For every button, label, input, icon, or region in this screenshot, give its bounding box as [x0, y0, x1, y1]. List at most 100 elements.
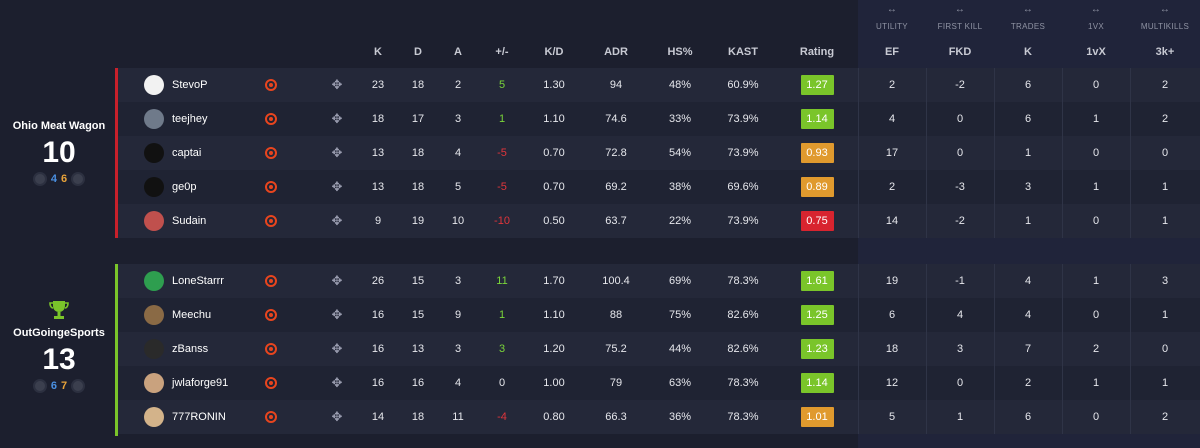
rating-badge: 1.27 — [800, 75, 834, 95]
column-header-deaths[interactable]: D — [414, 46, 422, 58]
crosshair-icon[interactable]: ✥ — [331, 213, 343, 228]
group-header-trades[interactable]: ↔ TRADES — [994, 0, 1062, 36]
faceit-level-icon[interactable] — [265, 343, 277, 355]
faceit-level-icon[interactable] — [265, 309, 277, 321]
player-avatar[interactable] — [144, 305, 164, 325]
crosshair-icon[interactable]: ✥ — [331, 273, 343, 288]
crosshair-icon[interactable]: ✥ — [331, 307, 343, 322]
player-avatar[interactable] — [144, 407, 164, 427]
rating-badge: 1.23 — [800, 339, 834, 359]
group-header-1vx[interactable]: ↔ 1VX — [1062, 0, 1130, 36]
player-name[interactable]: Meechu — [172, 309, 212, 321]
rating-cell: 1.01 — [776, 400, 858, 434]
ef-cell: 14 — [885, 215, 899, 227]
column-divider — [1062, 204, 1063, 238]
kast-cell: 82.6% — [727, 309, 759, 321]
faceit-level-icon[interactable] — [265, 377, 277, 389]
player-avatar[interactable] — [144, 211, 164, 231]
player-avatar[interactable] — [144, 373, 164, 393]
crosshair-icon[interactable]: ✥ — [331, 179, 343, 194]
group-header-multikills[interactable]: ↔ MULTIKILLS — [1130, 0, 1200, 36]
player-name[interactable]: 777RONIN — [172, 411, 226, 423]
crosshair-icon[interactable]: ✥ — [331, 341, 343, 356]
column-divider — [858, 298, 859, 332]
column-header-kd[interactable]: K/D — [544, 46, 564, 58]
faceit-level-icon[interactable] — [265, 215, 277, 227]
column-header-1vx[interactable]: 1vX — [1086, 46, 1106, 58]
hs-cell: 44% — [668, 343, 692, 355]
column-header-ef[interactable]: EF — [884, 46, 900, 58]
faceit-level-icon[interactable] — [265, 181, 277, 193]
player-avatar[interactable] — [144, 177, 164, 197]
column-header-plus-minus[interactable]: +/- — [495, 46, 509, 58]
player-avatar[interactable] — [144, 75, 164, 95]
faceit-level-icon[interactable] — [265, 275, 277, 287]
fkd-cell: -2 — [955, 215, 965, 227]
plus-minus-cell: 0 — [498, 377, 506, 389]
crosshair-icon[interactable]: ✥ — [331, 77, 343, 92]
column-header-kast[interactable]: KAST — [728, 46, 758, 58]
column-divider — [994, 366, 995, 400]
column-header-trade-kills[interactable]: K — [1024, 46, 1032, 58]
player-avatar[interactable] — [144, 271, 164, 291]
group-header-utility[interactable]: ↔ UTILITY — [858, 0, 926, 36]
player-name[interactable]: LoneStarrr — [172, 275, 224, 287]
player-row[interactable]: LoneStarrr ✥ 26 15 3 11 1.70 100.4 69% 78.3% 1.61 1… — [118, 264, 1200, 298]
column-header-hs[interactable]: HS% — [667, 46, 693, 58]
crosshair-icon[interactable]: ✥ — [331, 111, 343, 126]
ct-side-icon — [32, 172, 47, 186]
faceit-level-icon[interactable] — [265, 147, 277, 159]
rating-badge: 1.61 — [800, 271, 834, 291]
team-color-bar — [115, 264, 118, 436]
column-divider — [1130, 102, 1131, 136]
column-header-fkd[interactable]: FKD — [948, 46, 972, 58]
column-divider — [926, 102, 927, 136]
faceit-level-icon[interactable] — [265, 411, 277, 423]
crosshair-icon[interactable]: ✥ — [331, 145, 343, 160]
column-divider — [1130, 332, 1131, 366]
t-rounds: 7 — [61, 380, 68, 392]
column-header-kills[interactable]: K — [374, 46, 382, 58]
column-divider — [926, 136, 927, 170]
player-row[interactable]: jwlaforge91 ✥ 16 16 4 0 1.00 79 63% 78.3% 1.14 12 0 2… — [118, 366, 1200, 400]
column-header-adr[interactable]: ADR — [604, 46, 628, 58]
crosshair-icon[interactable]: ✥ — [331, 375, 343, 390]
side-rounds: 4 6 — [0, 172, 118, 186]
player-row[interactable]: StevoP ✥ 23 18 2 5 1.30 94 48% 60.9% 1.27 2 -2 6 0 2 — [118, 68, 1200, 102]
player-row[interactable]: Meechu ✥ 16 15 9 1 1.10 88 75% 82.6% 1.25 6 4 4 0 1 — [118, 298, 1200, 332]
ef-cell: 2 — [888, 79, 896, 91]
kast-cell: 78.3% — [727, 275, 759, 287]
faceit-level-icon[interactable] — [265, 79, 277, 91]
player-name[interactable]: zBanss — [172, 343, 209, 355]
player-row[interactable]: teejhey ✥ 18 17 3 1 1.10 74.6 33% 73.9% 1.14 4 0 6 1 2 — [118, 102, 1200, 136]
player-name[interactable]: StevoP — [172, 79, 208, 91]
player-name[interactable]: teejhey — [172, 113, 208, 125]
player-row[interactable]: 777RONIN ✥ 14 18 11 -4 0.80 66.3 36% 78.3% 1.01 5 1 6… — [118, 400, 1200, 434]
column-header-assists[interactable]: A — [454, 46, 462, 58]
rating-badge: 0.93 — [800, 143, 834, 163]
ct-rounds: 4 — [50, 173, 57, 185]
3k-plus-cell: 2 — [1161, 79, 1169, 91]
hs-cell: 22% — [668, 215, 692, 227]
player-row[interactable]: zBanss ✥ 16 13 3 3 1.20 75.2 44% 82.6% 1.23 18 3 7 2 0 — [118, 332, 1200, 366]
crosshair-icon[interactable]: ✥ — [331, 409, 343, 424]
3k-plus-cell: 3 — [1161, 275, 1169, 287]
faceit-level-icon[interactable] — [265, 113, 277, 125]
player-avatar[interactable] — [144, 339, 164, 359]
column-header-rating[interactable]: Rating — [799, 46, 835, 58]
player-avatar[interactable] — [144, 143, 164, 163]
player-name[interactable]: jwlaforge91 — [172, 377, 229, 389]
player-row[interactable]: captai ✥ 13 18 4 -5 0.70 72.8 54% 73.9% 0.93 17 0 1 0 0 — [118, 136, 1200, 170]
player-name[interactable]: ge0p — [172, 181, 197, 193]
player-name[interactable]: Sudain — [172, 215, 207, 227]
deaths-cell: 15 — [411, 275, 425, 287]
player-row[interactable]: Sudain ✥ 9 19 10 -10 0.50 63.7 22% 73.9% 0.75 14 -2 1… — [118, 204, 1200, 238]
group-header-first-kill[interactable]: ↔ FIRST KILL — [926, 0, 994, 36]
kills-cell: 16 — [371, 309, 385, 321]
player-name[interactable]: captai — [172, 147, 202, 159]
column-header-3k-plus[interactable]: 3k+ — [1155, 46, 1175, 58]
group-header-label: TRADES — [1010, 22, 1046, 31]
player-row[interactable]: ge0p ✥ 13 18 5 -5 0.70 69.2 38% 69.6% 0.89 2 -3 3 1 1 — [118, 170, 1200, 204]
player-avatar[interactable] — [144, 109, 164, 129]
rating-badge: 1.25 — [800, 305, 834, 325]
